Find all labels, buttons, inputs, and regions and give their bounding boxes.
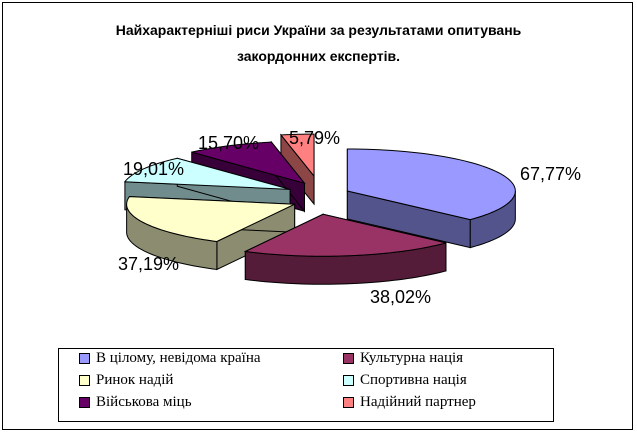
pie-slice-1 (346, 148, 516, 221)
chart-title-line-2: закордонних експертів. (236, 48, 401, 64)
legend-swatch-6 (343, 397, 354, 408)
pie-slice-2 (243, 213, 447, 257)
data-label-3: 37,19% (118, 254, 179, 274)
pie-slice-3 (126, 196, 295, 243)
data-label-6: 5,79% (289, 128, 340, 148)
legend-label-1: В цілому, невідома країна (96, 350, 261, 366)
data-label-4: 19,01% (123, 159, 184, 179)
legend-swatch-4 (343, 375, 354, 386)
legend-swatch-2 (343, 353, 354, 364)
legend: В цілому, невідома країна Культурна нація… (58, 348, 554, 422)
pie-slice-6 (279, 133, 315, 178)
legend-item-5: Військова міць (79, 394, 192, 411)
legend-item-4: Спортивна нація (343, 372, 467, 389)
legend-item-6: Надійний партнер (343, 394, 476, 411)
pie-slice-5 (191, 141, 306, 185)
chart-frame (2, 2, 633, 430)
legend-item-1: В цілому, невідома країна (79, 350, 261, 367)
legend-swatch-1 (79, 353, 90, 364)
legend-label-6: Надійний партнер (360, 394, 476, 410)
pie-slice-4 (123, 157, 291, 190)
data-label-1: 67,77% (520, 164, 581, 184)
data-label-2: 38,02% (370, 287, 431, 307)
chart-title-line-1: Найхарактерніші риси України за результа… (115, 22, 522, 38)
legend-label-4: Спортивна нація (360, 372, 467, 388)
legend-label-2: Культурна нація (360, 350, 464, 366)
data-label-5: 15,70% (198, 133, 259, 153)
legend-item-3: Ринок надій (79, 372, 173, 389)
legend-swatch-5 (79, 397, 90, 408)
legend-item-2: Культурна нація (343, 350, 463, 367)
legend-label-5: Військова міць (96, 394, 192, 410)
legend-label-3: Ринок надій (96, 372, 174, 388)
legend-swatch-3 (79, 375, 90, 386)
